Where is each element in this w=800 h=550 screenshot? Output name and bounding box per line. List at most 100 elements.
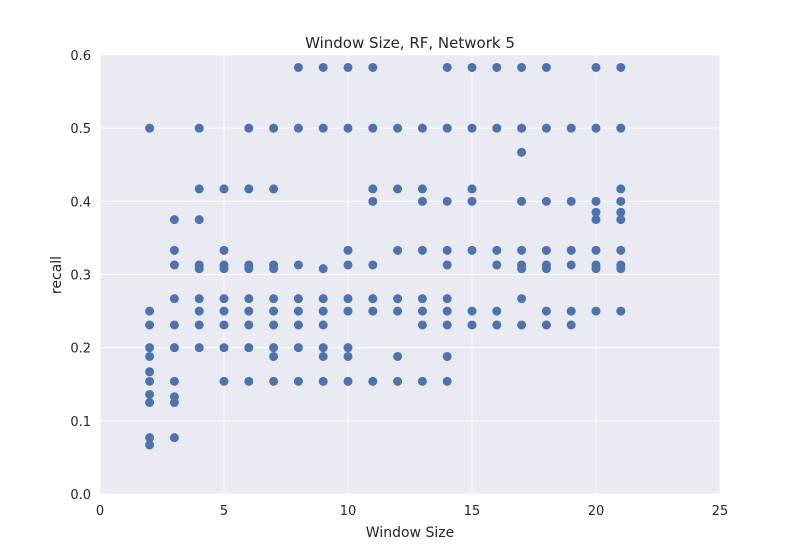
data-points (145, 62, 626, 450)
data-point (616, 184, 626, 194)
data-point (467, 245, 477, 255)
data-point (343, 376, 353, 386)
data-point (492, 245, 502, 255)
data-point (616, 123, 626, 133)
data-point (442, 62, 452, 72)
data-point (219, 320, 229, 330)
data-point (194, 320, 204, 330)
data-point (591, 215, 601, 225)
data-point (269, 184, 279, 194)
data-point (591, 62, 601, 72)
data-point (318, 320, 328, 330)
x-tick-label: 25 (712, 504, 729, 519)
data-point (169, 260, 179, 270)
data-point (566, 260, 576, 270)
data-point (591, 196, 601, 206)
data-point (442, 306, 452, 316)
y-tick-label: 0.3 (70, 269, 91, 284)
data-point (145, 306, 155, 316)
data-point (467, 306, 477, 316)
data-point (492, 123, 502, 133)
data-point (368, 123, 378, 133)
data-point (145, 376, 155, 386)
x-tick-labels: 0 5 10 15 20 25 (96, 504, 728, 519)
data-point (591, 264, 601, 274)
data-point (169, 320, 179, 330)
data-point (269, 351, 279, 361)
data-point (517, 320, 527, 330)
data-point (368, 62, 378, 72)
data-point (318, 123, 328, 133)
data-point (368, 260, 378, 270)
data-point (541, 245, 551, 255)
data-point (169, 398, 179, 408)
data-point (219, 184, 229, 194)
data-point (541, 264, 551, 274)
data-point (293, 260, 303, 270)
data-point (616, 215, 626, 225)
data-point (169, 376, 179, 386)
data-point (393, 245, 403, 255)
data-point (269, 294, 279, 304)
data-point (194, 215, 204, 225)
data-point (541, 306, 551, 316)
data-point (269, 306, 279, 316)
data-point (244, 294, 254, 304)
data-point (219, 264, 229, 274)
data-point (219, 245, 229, 255)
data-point (145, 367, 155, 377)
data-point (219, 294, 229, 304)
data-point (145, 433, 155, 443)
data-point (393, 123, 403, 133)
data-point (269, 264, 279, 274)
y-axis-label: recall (49, 256, 65, 294)
data-point (442, 123, 452, 133)
data-point (417, 376, 427, 386)
data-point (293, 306, 303, 316)
data-point (194, 184, 204, 194)
data-point (417, 245, 427, 255)
data-point (145, 389, 155, 399)
data-point (145, 398, 155, 408)
data-point (219, 343, 229, 353)
data-point (145, 343, 155, 353)
data-point (194, 306, 204, 316)
data-point (417, 184, 427, 194)
y-tick-label: 0.4 (70, 195, 91, 210)
data-point (442, 320, 452, 330)
data-point (244, 264, 254, 274)
data-point (169, 215, 179, 225)
data-point (145, 351, 155, 361)
data-point (244, 306, 254, 316)
data-point (616, 264, 626, 274)
data-point (343, 245, 353, 255)
data-point (368, 294, 378, 304)
data-point (244, 343, 254, 353)
data-point (343, 260, 353, 270)
data-point (368, 196, 378, 206)
data-point (566, 123, 576, 133)
data-point (442, 260, 452, 270)
data-point (194, 123, 204, 133)
data-point (318, 294, 328, 304)
data-point (318, 264, 328, 274)
data-point (616, 207, 626, 217)
data-point (492, 320, 502, 330)
data-point (566, 196, 576, 206)
x-axis-label: Window Size (366, 525, 454, 541)
data-point (566, 245, 576, 255)
data-point (293, 376, 303, 386)
data-point (591, 306, 601, 316)
data-point (517, 123, 527, 133)
data-point (145, 440, 155, 450)
data-point (541, 196, 551, 206)
y-tick-labels: 0.0 0.1 0.2 0.3 0.4 0.5 0.6 (70, 49, 91, 503)
data-point (343, 343, 353, 353)
data-point (244, 184, 254, 194)
data-point (393, 306, 403, 316)
data-point (467, 62, 477, 72)
data-point (169, 245, 179, 255)
data-point (219, 306, 229, 316)
data-point (442, 351, 452, 361)
data-point (244, 123, 254, 133)
